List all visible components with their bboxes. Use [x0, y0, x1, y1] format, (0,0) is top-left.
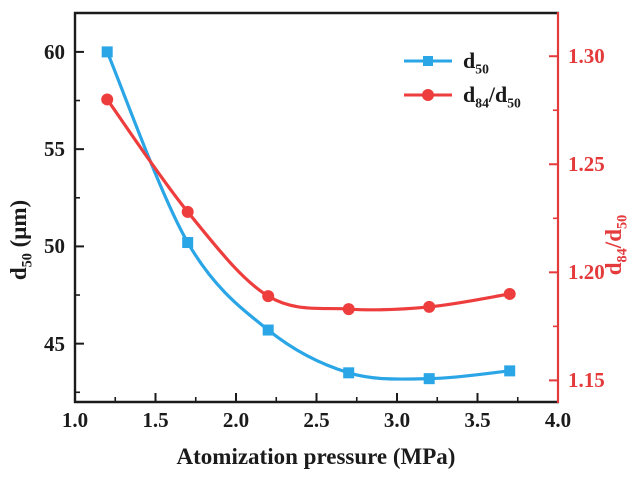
x-tick-label: 1.5	[142, 408, 169, 432]
data-point-circle	[423, 300, 436, 313]
data-point-square	[504, 365, 516, 377]
legend-item-d50: d50	[402, 44, 521, 78]
x-axis-title: Atomization pressure (MPa)	[176, 444, 456, 469]
x-tick-label: 1.0	[61, 408, 89, 432]
x-tick-label: 2.0	[222, 408, 250, 432]
data-point-circle	[101, 93, 114, 106]
data-point-circle	[503, 287, 516, 300]
left-tick-label: 55	[44, 137, 65, 162]
right-tick-label: 1.25	[568, 152, 605, 177]
data-point-square	[343, 367, 355, 379]
left-tick-label: 50	[44, 234, 65, 259]
legend-item-d84/d50: d84/d50	[402, 78, 521, 112]
legend-label: d50	[463, 48, 489, 77]
x-tick-label: 4.0	[544, 408, 572, 432]
data-point-square	[262, 324, 274, 336]
legend-line-circle-icon	[404, 89, 452, 101]
data-point-square	[423, 373, 435, 385]
x-tick-label: 2.5	[303, 408, 330, 432]
data-point-circle	[181, 205, 194, 218]
data-point-square	[182, 237, 194, 249]
right-tick-label: 1.15	[568, 368, 605, 393]
legend-line-square-icon	[404, 56, 452, 66]
data-point-square	[101, 46, 113, 58]
data-point-circle	[342, 303, 355, 316]
left-tick-label: 60	[44, 39, 65, 64]
legend-label: d84/d50	[463, 82, 521, 111]
right-tick-label: 1.20	[568, 260, 605, 285]
right-axis-title: d84/d50	[601, 214, 631, 276]
legend: d50 d84/d50	[402, 44, 521, 112]
x-tick-label: 3.0	[383, 408, 411, 432]
data-point-circle	[262, 290, 275, 303]
left-tick-label: 45	[44, 331, 65, 356]
right-tick-label: 1.30	[568, 44, 605, 69]
left-axis-title: d50 (μm)	[6, 199, 36, 281]
x-tick-label: 3.5	[464, 408, 491, 432]
